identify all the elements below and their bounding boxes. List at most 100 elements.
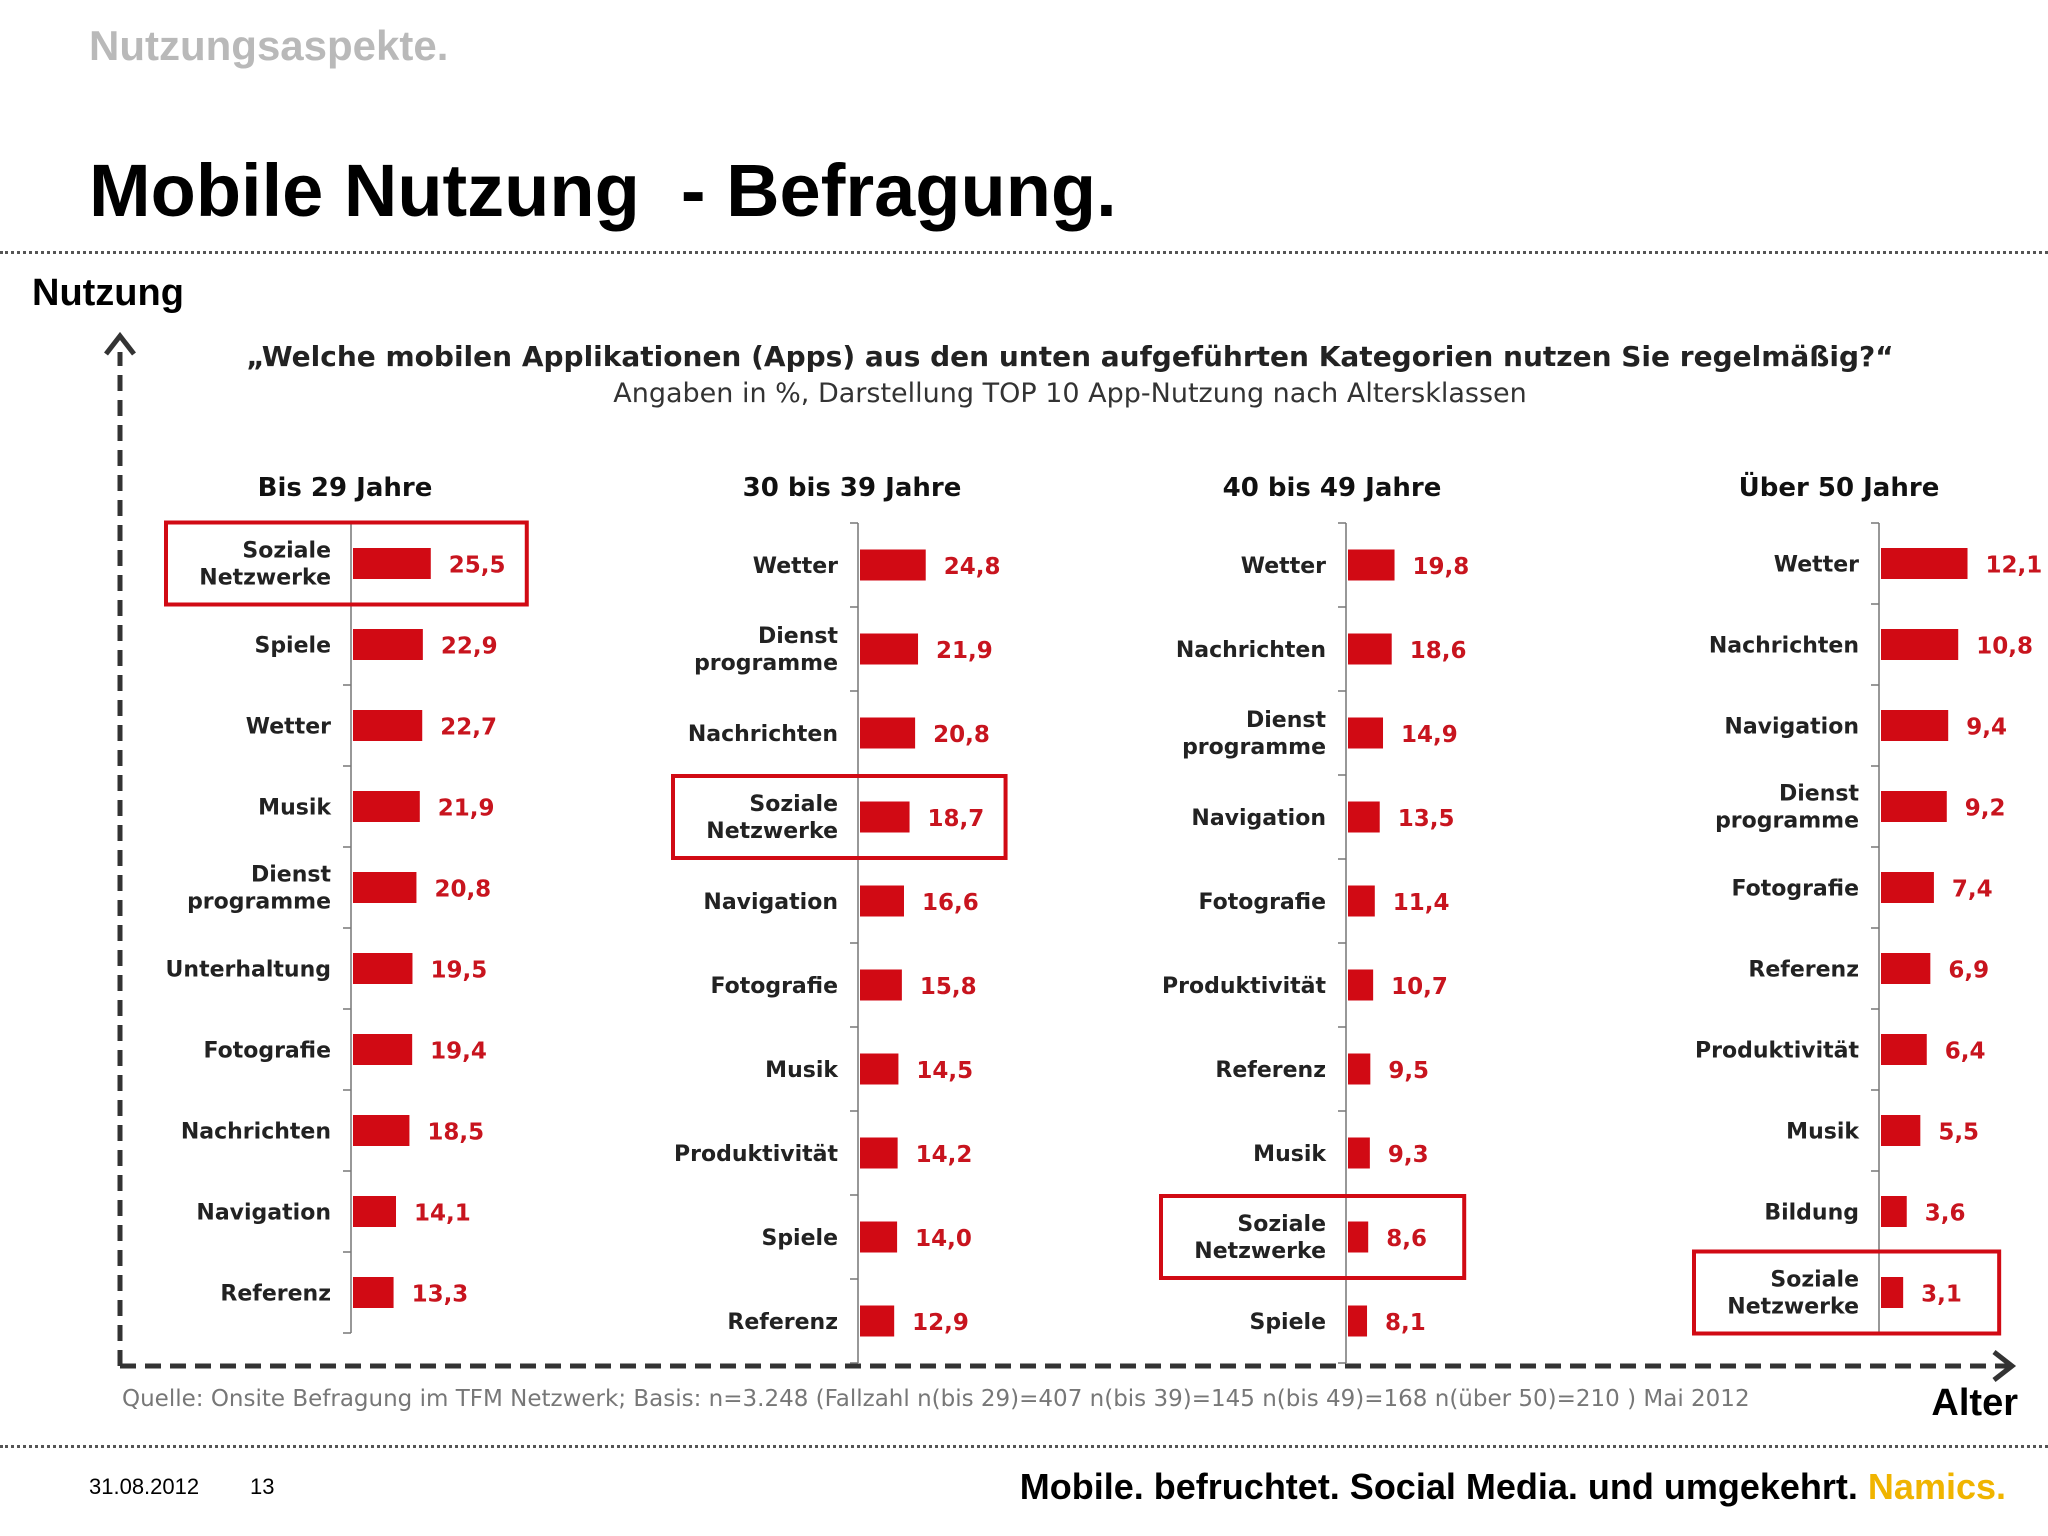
bar: [860, 717, 916, 749]
bar: [1881, 629, 1959, 660]
bar: [353, 1034, 413, 1065]
category-label: Nachrichten: [1176, 638, 1326, 663]
category-label: Musik: [765, 1058, 839, 1083]
data-label: 18,7: [928, 806, 985, 832]
bar: [1348, 801, 1380, 833]
data-label: 25,5: [449, 553, 506, 579]
category-label: Fotografie: [1731, 877, 1859, 902]
y-axis-label: Nutzung: [32, 272, 184, 314]
bar: [860, 1137, 898, 1169]
data-label: 9,2: [1965, 796, 2006, 822]
data-label: 14,9: [1401, 722, 1458, 748]
data-label: 8,6: [1386, 1226, 1427, 1252]
category-label: Fotografie: [203, 1039, 331, 1064]
data-label: 21,9: [936, 638, 993, 664]
category-label: Referenz: [1748, 958, 1859, 983]
data-label: 16,6: [922, 890, 979, 916]
bar: [353, 953, 413, 984]
bar: [353, 548, 431, 579]
data-label: 3,1: [1921, 1282, 1962, 1308]
category-label: Wetter: [1241, 554, 1326, 579]
source-note: Quelle: Onsite Befragung im TFM Netzwerk…: [122, 1386, 1750, 1412]
category-label: Produktivität: [1162, 974, 1326, 999]
data-label: 14,2: [916, 1142, 973, 1168]
category-label: Wetter: [246, 715, 331, 740]
axis-frame: [104, 331, 2017, 1382]
bar: [1348, 969, 1374, 1001]
category-label: Spiele: [1249, 1310, 1326, 1335]
up-arrow-icon: [104, 331, 136, 356]
bar: [353, 629, 423, 660]
category-label: Bildung: [1764, 1201, 1859, 1226]
category-label: Unterhaltung: [166, 958, 331, 983]
data-label: 21,9: [438, 796, 495, 822]
bar: [353, 1196, 397, 1227]
data-label: 22,7: [440, 715, 497, 741]
footer-slogan: Mobile. befruchtet. Social Media. und um…: [1020, 1466, 2006, 1508]
data-label: 12,9: [912, 1310, 969, 1336]
data-label: 19,4: [430, 1039, 487, 1065]
x-axis-label: Alter: [1931, 1382, 2018, 1424]
bottom-divider: [0, 1445, 2048, 1448]
category-label: Navigation: [1724, 715, 1859, 740]
category-label: Referenz: [1215, 1058, 1326, 1083]
data-label: 5,5: [1938, 1120, 1979, 1146]
bar: [1881, 1196, 1907, 1227]
bar: [1881, 710, 1949, 741]
bar: [860, 549, 926, 581]
data-label: 19,5: [430, 958, 487, 984]
data-label: 12,1: [1986, 553, 2043, 579]
bar: [353, 710, 423, 741]
data-label: 13,3: [412, 1282, 469, 1308]
category-label: Nachrichten: [181, 1120, 331, 1145]
data-label: 19,8: [1413, 554, 1470, 580]
category-label: Wetter: [1774, 553, 1859, 578]
data-label: 10,8: [1976, 634, 2033, 660]
data-label: 6,4: [1945, 1039, 1986, 1065]
category-label: Spiele: [761, 1226, 838, 1251]
category-label: Musik: [1253, 1142, 1327, 1167]
bar: [1881, 548, 1968, 579]
bar: [1881, 953, 1931, 984]
page-title: Mobile Nutzung - Befragung.: [89, 149, 1117, 232]
top-divider: [0, 251, 2048, 254]
brand-logo-text: Namics.: [1867, 1466, 2006, 1507]
panel-title: Über 50 Jahre: [1739, 470, 1940, 503]
bar: [1348, 1305, 1368, 1337]
footer-date: 31.08.2012: [89, 1474, 200, 1499]
category-label: Musik: [1786, 1120, 1860, 1145]
data-label: 20,8: [933, 722, 990, 748]
category-label: Fotografie: [1198, 890, 1326, 915]
highlight-box: [671, 774, 1008, 860]
highlight-box: [164, 520, 529, 607]
page-number: 13: [250, 1474, 275, 1499]
bar: [1881, 1115, 1921, 1146]
right-arrow-icon: [1992, 1350, 2017, 1382]
bar: [1881, 791, 1947, 822]
bar: [353, 791, 420, 822]
bar: [1881, 1277, 1904, 1308]
data-label: 14,1: [414, 1201, 471, 1227]
category-label: Dienst programme: [694, 624, 838, 676]
bar: [1881, 872, 1934, 903]
data-label: 6,9: [1948, 958, 1989, 984]
data-label: 3,6: [1925, 1201, 1966, 1227]
bar: [1348, 1137, 1370, 1169]
category-label: Navigation: [196, 1201, 331, 1226]
age-panel-2: 30 bis 39 Jahre Wetter 24,8 Dienst programme…: [671, 473, 1008, 1364]
section-kicker: Nutzungsaspekte.: [89, 22, 449, 69]
category-label: Soziale Netzwerke: [706, 792, 838, 844]
data-label: 7,4: [1952, 877, 1993, 903]
bar: [353, 872, 417, 903]
category-label: Musik: [258, 796, 332, 821]
age-panel-4: Über 50 Jahre Wetter 12,1 Nachrichten 10,8 Na…: [1692, 470, 2043, 1336]
bar: [1348, 885, 1375, 917]
bar: [1881, 1034, 1927, 1065]
data-label: 10,7: [1391, 974, 1448, 1000]
category-label: Spiele: [254, 634, 331, 659]
bar: [860, 1053, 899, 1085]
bar: [860, 633, 919, 665]
bar: [860, 801, 910, 833]
category-label: Dienst programme: [1715, 782, 1859, 834]
